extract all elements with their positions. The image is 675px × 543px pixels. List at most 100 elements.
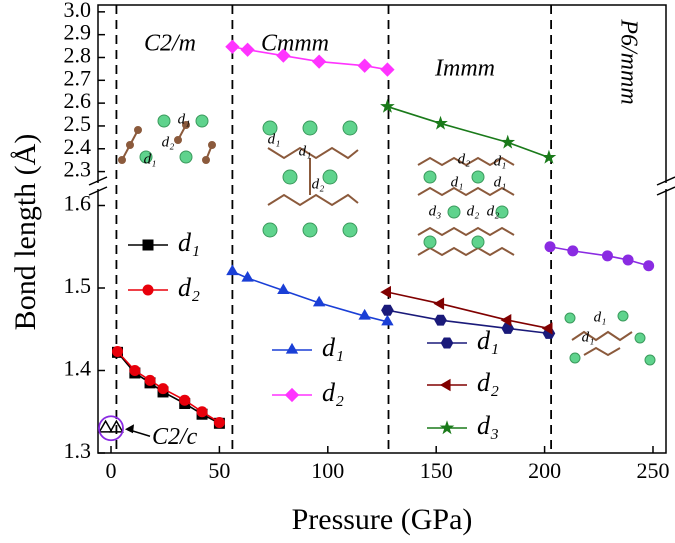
axis-frame (97, 4, 667, 183)
phase-label: P6/mmm (615, 18, 641, 104)
y-axis-label: Bond length (Å) (9, 134, 42, 331)
data-point (276, 48, 291, 63)
legend-label: d₃ (477, 411, 499, 440)
data-point (357, 58, 372, 73)
data-point (500, 134, 516, 149)
data-point (196, 406, 208, 418)
c2c-ring (98, 415, 124, 442)
data-point (381, 304, 394, 316)
data-point (380, 62, 395, 77)
structure-label: d₂ (162, 134, 175, 150)
y-tick-label: 2.8 (64, 43, 92, 68)
y-tick-label: 1.3 (64, 438, 92, 463)
structure-label: d₁ (494, 153, 507, 169)
data-point (501, 322, 515, 334)
legend-label: d₂ (178, 273, 200, 302)
structure-label: d₁ (299, 143, 312, 159)
x-tick-label: 0 (106, 458, 117, 483)
data-point (226, 264, 239, 276)
y-tick-label: 3.0 (64, 0, 92, 22)
x-tick-label: 250 (636, 458, 669, 483)
structure-label: d₁ (594, 309, 607, 325)
series-line (387, 105, 550, 159)
structure-label: d₁ (268, 131, 281, 147)
data-point (541, 149, 557, 164)
y-tick-label: 2.5 (64, 111, 92, 136)
data-point (277, 283, 290, 295)
c2c-point (108, 419, 124, 433)
data-point (241, 270, 254, 282)
structure-sketches (118, 114, 656, 366)
legend-label: d₁ (178, 228, 200, 257)
legend-marker (284, 387, 300, 403)
c2c-point (98, 419, 114, 433)
y-tick-label: 2.6 (64, 88, 92, 113)
data-point (380, 98, 395, 113)
x-tick-label: 100 (311, 458, 344, 483)
legend-label: d₂ (322, 378, 344, 407)
axis-break (88, 186, 108, 196)
structure-label: d₁ (494, 174, 507, 190)
y-tick-label: 1.5 (64, 273, 92, 298)
data-point (643, 260, 655, 272)
y-tick-label: 2.7 (64, 65, 92, 90)
phase-label: C2/m (144, 31, 196, 57)
structure-label: d₁ (178, 111, 191, 127)
y-tick-label: 2.9 (64, 20, 92, 45)
annotation-label: C2/c (152, 424, 198, 450)
phase-label: Immm (434, 56, 495, 82)
series-line (387, 291, 550, 330)
data-point (179, 394, 191, 406)
data-point (381, 314, 394, 326)
structure-label: d₂ (467, 203, 480, 219)
data-point (240, 42, 255, 57)
legend-label: d₂ (477, 368, 499, 397)
data-point (129, 365, 141, 377)
legend-marker (439, 420, 455, 435)
structure-label: d₂ (487, 203, 500, 219)
series-line (387, 309, 550, 335)
x-tick-label: 50 (208, 458, 230, 483)
data-point (433, 297, 445, 310)
y-tick-label: 1.4 (64, 356, 92, 381)
legend-marker (439, 378, 451, 392)
legend-marker (285, 342, 299, 354)
data-point (144, 374, 156, 386)
x-axis-label: Pressure (GPa) (292, 503, 473, 536)
data-point (112, 346, 124, 358)
legend-label: d₁ (477, 326, 499, 355)
data-point (544, 241, 556, 253)
structure-label: d₂ (458, 151, 471, 167)
legend-label: d₁ (322, 333, 344, 362)
data-point (312, 295, 326, 307)
phase-label: Cmmm (261, 31, 329, 57)
legend-marker (440, 337, 454, 349)
y-tick-label: 2.4 (64, 134, 92, 159)
data-point (225, 39, 240, 54)
data-point (157, 383, 169, 395)
structure-label: d₁ (451, 174, 464, 190)
series-line (549, 245, 649, 267)
data-point (601, 250, 613, 262)
structure-label: d₃ (429, 203, 442, 219)
axis-frame (97, 189, 667, 454)
axis-break (88, 176, 108, 186)
x-tick-label: 150 (420, 458, 453, 483)
data-point (500, 313, 512, 327)
data-point (358, 308, 371, 320)
data-point (622, 254, 634, 266)
data-point (433, 115, 448, 130)
c2c-arrowhead (125, 424, 135, 434)
data-point (311, 54, 327, 69)
data-point (380, 285, 391, 299)
data-point (434, 314, 447, 326)
structure-label: d₁ (144, 151, 157, 167)
data-point (213, 416, 225, 428)
x-tick-label: 200 (528, 458, 561, 483)
legend-marker (142, 284, 154, 296)
data-point (541, 322, 553, 335)
data-point (567, 245, 579, 257)
legend-marker (142, 239, 154, 251)
axis-break (656, 176, 675, 186)
